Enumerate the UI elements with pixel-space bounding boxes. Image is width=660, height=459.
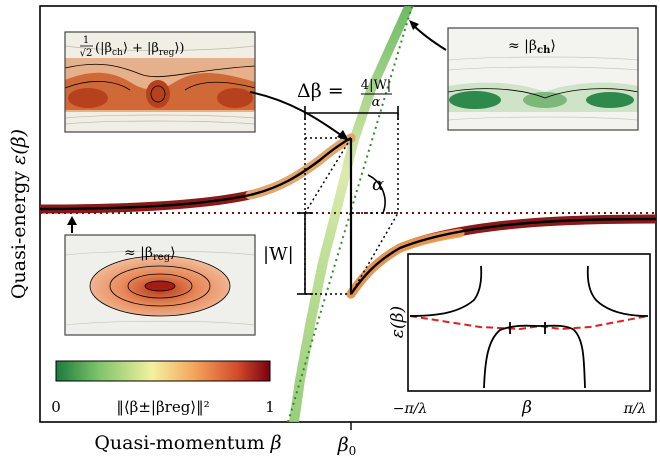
colorbar-max-label: 1	[265, 398, 275, 416]
dispersion-xlabel: β	[521, 398, 532, 418]
inset-superposition-label: (|βch⟩ + |βreg⟩)	[95, 41, 184, 58]
inset-superposition-frac-num: 1	[83, 35, 89, 46]
chaotic-level-band	[289, 6, 414, 422]
delta-beta-denominator: α	[372, 95, 381, 110]
inset-superposition-frac-den: √2	[80, 48, 93, 59]
x-axis-label: Quasi-momentum β	[94, 432, 281, 454]
x-tick-label-beta0: β0	[337, 434, 357, 458]
dispersion-xmin-label: −π/λ	[393, 401, 428, 417]
arrow-superposition	[249, 91, 346, 139]
alpha-arc	[367, 174, 386, 214]
husimi-inset-superposition	[64, 31, 256, 133]
arrow-chaotic	[411, 23, 447, 51]
y-axis-label: Quasi-energy ε(β)	[8, 129, 30, 299]
colorbar	[55, 360, 271, 382]
dispersion-solid-upper	[409, 265, 649, 389]
inset-regular-label: ≈ |βreg⟩	[124, 245, 176, 263]
colorbar-min-label: 0	[51, 398, 61, 416]
dispersion-inset	[407, 253, 651, 392]
dispersion-dashed-series	[409, 315, 649, 331]
inset-chaotic-label: ≈ |βch⟩	[508, 38, 556, 56]
dotted-diagonal-2	[350, 212, 399, 295]
alpha-label: α	[372, 174, 384, 195]
coupling-label: |W|	[263, 244, 294, 265]
colorbar-label: ‖⟨β±|βreg⟩‖²	[116, 398, 209, 416]
dispersion-xmax-label: π/λ	[623, 401, 647, 417]
delta-beta-numerator: 4|W|	[361, 78, 391, 93]
husimi-inset-regular	[64, 234, 256, 336]
delta-beta-label: Δβ =	[297, 80, 344, 102]
husimi-inset-chaotic	[447, 27, 639, 131]
dispersion-ylabel: ε(β)	[388, 306, 408, 338]
